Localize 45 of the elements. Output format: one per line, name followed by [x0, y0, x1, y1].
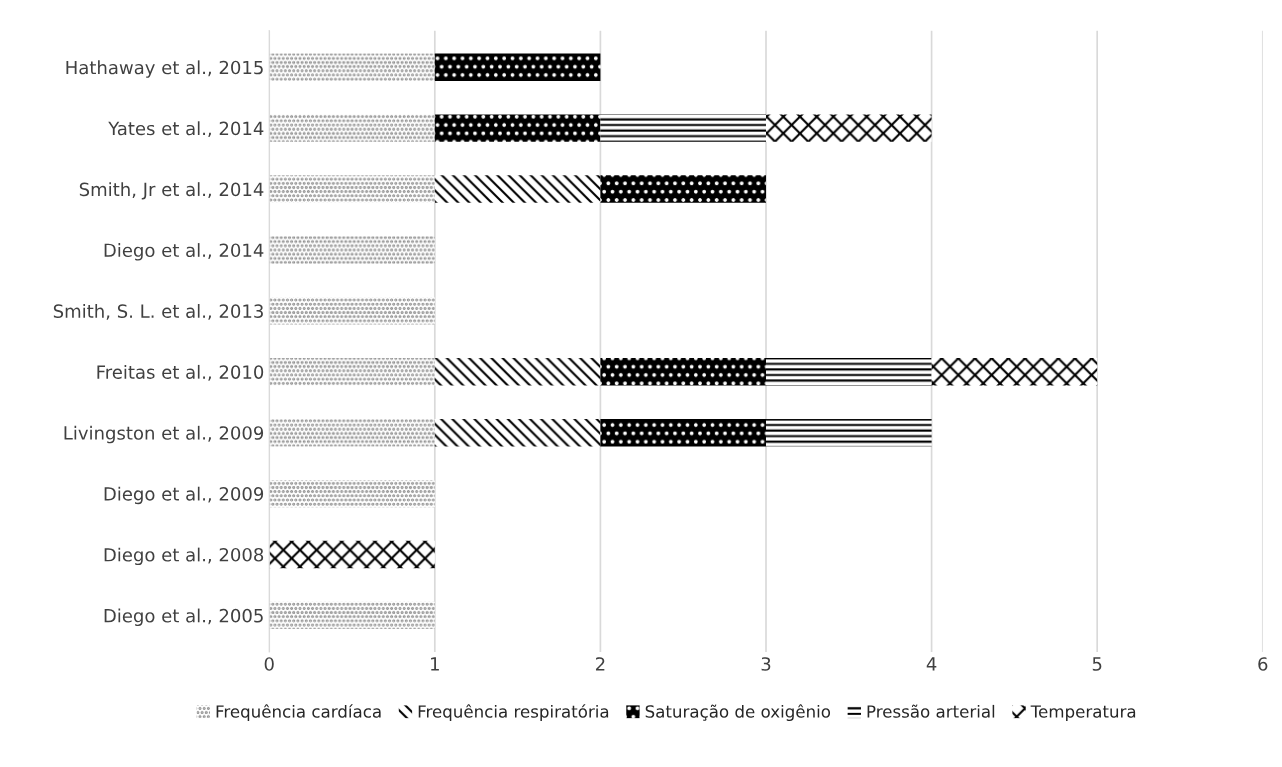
bar: [434, 418, 601, 447]
legend-label: Frequência respiratória: [418, 704, 609, 722]
bar: [434, 358, 601, 386]
bar: [269, 358, 435, 386]
bar: [269, 53, 435, 81]
bar: [269, 418, 435, 447]
y-tick-label: Yates et al., 2014: [108, 121, 264, 138]
bar: [600, 114, 766, 142]
y-tick-label: Diego et al., 2009: [104, 486, 264, 505]
x-tick-label: 6: [1258, 657, 1268, 671]
bar: [269, 114, 435, 142]
bar: [766, 418, 932, 447]
y-tick-label: Diego et al., 2008: [104, 547, 264, 566]
bar: [600, 418, 766, 447]
legend-label: Pressão arterial: [867, 704, 995, 718]
bar: [600, 358, 766, 386]
legend-label: Frequência cardíaca: [216, 704, 381, 722]
bar: [766, 114, 932, 142]
bar: [269, 236, 435, 264]
y-tick-label: Smith, S. L. et al., 2013: [53, 304, 263, 320]
legend-label: Temperatura: [1030, 705, 1136, 722]
bar: [269, 479, 435, 508]
bar: [600, 175, 766, 203]
bar: [931, 358, 1098, 386]
x-tick-label: 5: [1092, 657, 1102, 671]
x-tick-label: 2: [595, 657, 605, 671]
x-tick-label: 0: [264, 657, 274, 671]
bar: [269, 297, 435, 325]
y-tick-label: Hathaway et al., 2015: [66, 60, 263, 78]
bar: [269, 540, 435, 569]
y-tick-label: Diego et al., 2014: [104, 243, 264, 261]
bar: [269, 175, 435, 203]
bar: [434, 53, 601, 81]
x-tick-label: 1: [431, 657, 439, 671]
y-tick-label: Diego et al., 2005: [104, 608, 263, 627]
y-tick-label: Smith, Jr et al., 2014: [79, 182, 264, 200]
legend-label: Saturação de oxigênio: [645, 704, 831, 722]
y-tick-label: Livingston et al., 2009: [64, 425, 264, 444]
x-tick-label: 3: [761, 657, 771, 671]
bar: [434, 114, 601, 142]
bar: [766, 358, 932, 386]
y-tick-label: Freitas et al., 2010: [97, 364, 264, 381]
bar: [434, 175, 601, 203]
x-tick-label: 4: [926, 657, 937, 671]
bar: [269, 601, 435, 630]
